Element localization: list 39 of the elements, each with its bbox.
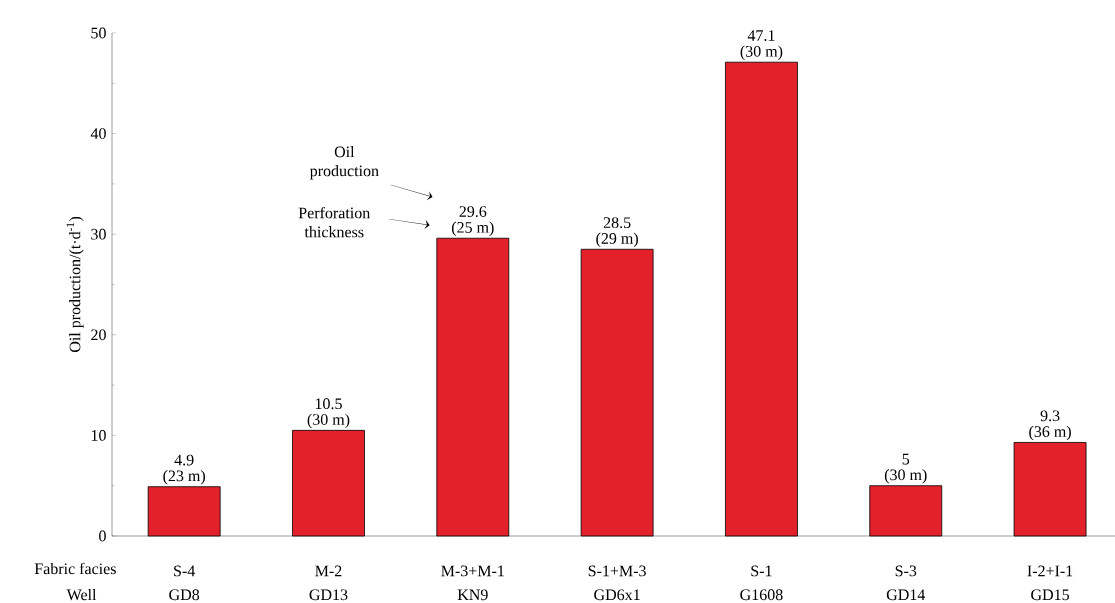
- text: GD13: [309, 589, 348, 601]
- x-tick-label: S-1: [751, 565, 772, 577]
- annotation: Perforation thickness: [298, 206, 371, 238]
- x-tick-label: S-1+M-3: [588, 565, 646, 577]
- y-tick-label: 50: [91, 27, 106, 39]
- text: GD15: [1031, 589, 1069, 601]
- x-tick-label: I-2+I-1: [1027, 565, 1073, 577]
- text: GD8: [169, 589, 200, 601]
- text: KN9: [457, 589, 488, 601]
- data-label: 5: [902, 453, 910, 465]
- annotation: (30 m): [740, 45, 783, 60]
- y-tick-label: 0: [99, 530, 106, 542]
- data-label: 10.5: [315, 398, 342, 410]
- x-tick-label: S-3: [895, 565, 917, 577]
- x-tick-label: S-4: [174, 565, 196, 577]
- y-tick-label: 20: [91, 329, 106, 341]
- text: GD6x1: [594, 589, 640, 601]
- y-axis-title: Oil production/(t·d$^{-1}$): [66, 216, 84, 353]
- data-label: 4.9: [174, 454, 194, 466]
- x-tick-label: M-2: [315, 565, 342, 577]
- annotation: (25 m): [451, 221, 494, 237]
- annotation: (29 m): [596, 232, 638, 248]
- annotation: (23 m): [163, 470, 205, 485]
- text: G1608: [740, 589, 783, 601]
- text: Well: [66, 588, 97, 601]
- data-label: 29.6: [459, 206, 487, 218]
- data-label: 28.5: [603, 217, 631, 229]
- data-label: 9.3: [1040, 410, 1060, 422]
- annotation: (36 m): [1029, 425, 1071, 441]
- annotation: (30 m): [307, 413, 350, 429]
- y-tick-label: 10: [91, 430, 106, 441]
- y-tick-label: 30: [91, 228, 106, 240]
- text: GD14: [886, 589, 926, 601]
- text: Fabric facies: [34, 562, 116, 575]
- x-tick-label: M-3+M-1: [441, 565, 504, 577]
- y-tick-label: 40: [90, 128, 106, 139]
- annotation: Oil production: [309, 146, 379, 180]
- data-label: 47.1: [747, 30, 775, 41]
- annotation: (30 m): [884, 468, 927, 484]
